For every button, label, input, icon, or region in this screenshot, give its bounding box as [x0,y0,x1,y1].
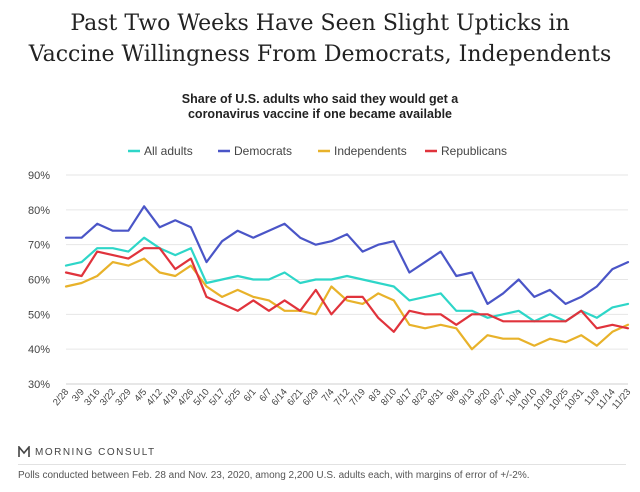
x-tick-label: 6/14 [270,387,290,408]
y-tick-label: 80% [28,205,50,217]
x-tick-label: 3/29 [113,387,133,408]
series-line-democrats [64,205,630,305]
x-tick-label: 5/25 [223,387,243,408]
y-tick-label: 90% [28,170,50,182]
series-line-independents [64,257,630,351]
x-tick-label: 9/27 [488,387,508,408]
legend-label: Democrats [234,144,292,158]
series-lines [64,205,630,351]
legend-item: Democrats [218,144,292,158]
legend-label: Independents [334,144,407,158]
x-tick-label: 8/23 [410,387,430,408]
y-axis: 30% 40% 50% 60% 70% 80% 90% [28,170,50,391]
series-line-republicans [64,247,630,333]
x-tick-label: 6/1 [242,387,259,404]
brand-mark: MORNING CONSULT [18,445,156,459]
x-tick-label: 8/17 [394,387,414,408]
x-tick-label: 5/17 [207,387,227,408]
gridlines [66,174,628,385]
legend: All adults Democrats Independents Republica… [128,144,507,158]
x-axis: 2/283/93/163/223/294/54/124/194/265/105/… [51,387,633,412]
legend-label: All adults [144,144,193,158]
legend-item: Republicans [425,144,507,158]
x-tick-label: 7/12 [332,387,352,408]
footnote: Polls conducted between Feb. 28 and Nov.… [18,470,530,481]
legend-item: All adults [128,144,193,158]
x-tick-label: 8/31 [426,387,446,408]
x-tick-label: 7/19 [348,387,368,408]
x-tick-label: 3/16 [82,387,102,408]
x-tick-label: 6/29 [301,387,321,408]
x-tick-label: 9/20 [472,387,492,408]
y-tick-label: 70% [28,240,50,252]
y-tick-label: 40% [28,344,50,356]
x-tick-label: 2/28 [51,387,71,408]
x-tick-label: 4/26 [176,387,196,408]
footer-divider [18,464,626,465]
x-tick-label: 5/10 [191,387,211,408]
x-tick-label: 4/12 [145,387,165,408]
x-tick-label: 9/13 [457,387,477,408]
x-tick-label: 3/22 [98,387,118,408]
y-tick-label: 60% [28,275,50,287]
x-tick-label: 6/21 [285,387,305,408]
morning-consult-logo-icon [18,446,30,457]
line-chart: All adults Democrats Independents Republica… [28,144,633,412]
x-tick-label: 8/10 [379,387,399,408]
y-tick-label: 30% [28,379,50,391]
brand-name: MORNING CONSULT [35,446,156,458]
x-tick-label: 4/19 [160,387,180,408]
chart-title: Past Two Weeks Have Seen Slight Upticks … [28,11,612,67]
legend-label: Republicans [441,144,507,158]
chart-subtitle: Share of U.S. adults who said they would… [181,92,459,121]
y-tick-label: 50% [28,309,50,321]
legend-item: Independents [318,144,407,158]
